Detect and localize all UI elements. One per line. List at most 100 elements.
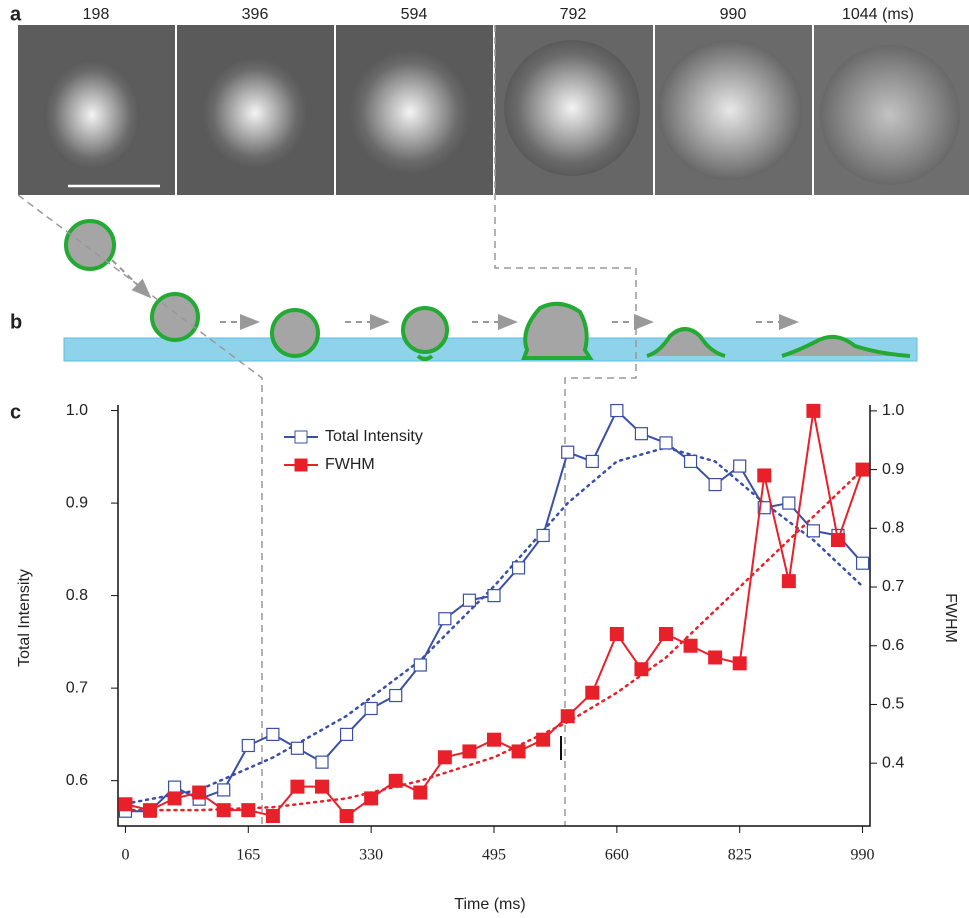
time-label: 1044 (ms)	[842, 6, 914, 23]
point	[781, 574, 796, 589]
panel-a: a	[10, 3, 969, 195]
y2-tick-label: 0.5	[882, 696, 904, 713]
point	[855, 462, 870, 477]
point	[339, 809, 354, 824]
point	[708, 650, 723, 665]
point	[192, 785, 207, 800]
y2-axis-label: FWHM	[942, 593, 959, 643]
y2-tick-label: 0.8	[882, 520, 904, 537]
x-tick-label: 660	[605, 847, 629, 864]
x-tick-label: 825	[728, 847, 752, 864]
point	[610, 403, 624, 418]
point	[830, 533, 845, 548]
point	[658, 626, 673, 641]
x-tick-label: 165	[236, 847, 260, 864]
point	[855, 556, 870, 570]
y-axis-label: Total Intensity	[16, 569, 33, 667]
point	[167, 791, 182, 806]
point	[462, 593, 477, 607]
point	[757, 468, 772, 483]
y2-tick-label: 0.4	[882, 754, 904, 771]
point	[732, 656, 747, 671]
time-label: 594	[401, 6, 428, 23]
point	[634, 427, 649, 441]
point	[560, 709, 575, 724]
point	[561, 445, 575, 459]
point	[266, 727, 280, 741]
point	[733, 459, 747, 473]
y-tick-label: 1.0	[66, 402, 88, 419]
point	[585, 685, 600, 700]
point	[438, 612, 452, 626]
panel-label: b	[10, 311, 22, 333]
point	[143, 803, 158, 818]
point	[487, 732, 501, 747]
point	[216, 803, 231, 818]
point	[388, 773, 403, 788]
point	[413, 658, 427, 672]
point	[806, 524, 821, 538]
point	[118, 797, 133, 812]
x-axis-label: Time (ms)	[454, 896, 525, 913]
y-tick-label: 0.6	[66, 772, 88, 789]
point	[708, 477, 722, 492]
point	[241, 738, 255, 753]
point	[290, 741, 305, 755]
legend-marker	[294, 458, 308, 472]
point	[315, 779, 330, 794]
time-label: 396	[242, 6, 269, 23]
legend-label: FWHM	[325, 456, 375, 473]
point	[290, 779, 305, 794]
point	[241, 803, 256, 818]
x-tick-label: 495	[482, 847, 506, 864]
point	[389, 688, 403, 703]
point	[511, 744, 526, 759]
x-tick-label: 330	[359, 847, 383, 864]
point	[634, 662, 649, 677]
micrographs	[18, 25, 969, 195]
y2-tick-label: 1.0	[882, 402, 904, 419]
fit-curve	[124, 446, 864, 806]
point	[462, 744, 477, 759]
series-line	[125, 408, 864, 813]
panel-c: c	[10, 401, 21, 423]
x-tick-label: 0	[121, 847, 129, 864]
point	[585, 454, 599, 469]
fit-curve	[124, 468, 864, 812]
point	[339, 727, 354, 741]
point	[683, 454, 698, 469]
point	[437, 750, 452, 765]
time-label: 990	[720, 6, 747, 23]
point	[167, 780, 182, 794]
y-tick-label: 0.7	[66, 679, 88, 696]
point	[511, 561, 526, 575]
point	[806, 403, 821, 418]
point	[487, 589, 501, 603]
time-label: 792	[560, 6, 587, 23]
axis-frame	[117, 405, 871, 827]
point	[536, 732, 551, 747]
series-line	[125, 410, 864, 818]
y2-tick-label: 0.7	[882, 578, 904, 595]
point	[364, 701, 378, 716]
point	[315, 755, 329, 769]
point	[413, 785, 428, 800]
panel-label: c	[10, 401, 21, 423]
point	[265, 809, 280, 824]
point	[659, 436, 673, 450]
y-tick-label: 0.9	[66, 494, 88, 511]
point	[782, 496, 796, 510]
panel-label: a	[10, 3, 22, 25]
point	[217, 783, 231, 797]
point	[364, 791, 379, 806]
y2-tick-label: 0.6	[882, 637, 904, 654]
y2-tick-label: 0.9	[882, 461, 904, 478]
point	[536, 528, 550, 543]
legend-label: Total Intensity	[325, 428, 423, 445]
y-tick-label: 0.8	[66, 587, 88, 604]
legend-marker	[294, 430, 308, 444]
time-label: 198	[83, 6, 110, 23]
point	[609, 626, 624, 641]
point	[683, 638, 698, 653]
